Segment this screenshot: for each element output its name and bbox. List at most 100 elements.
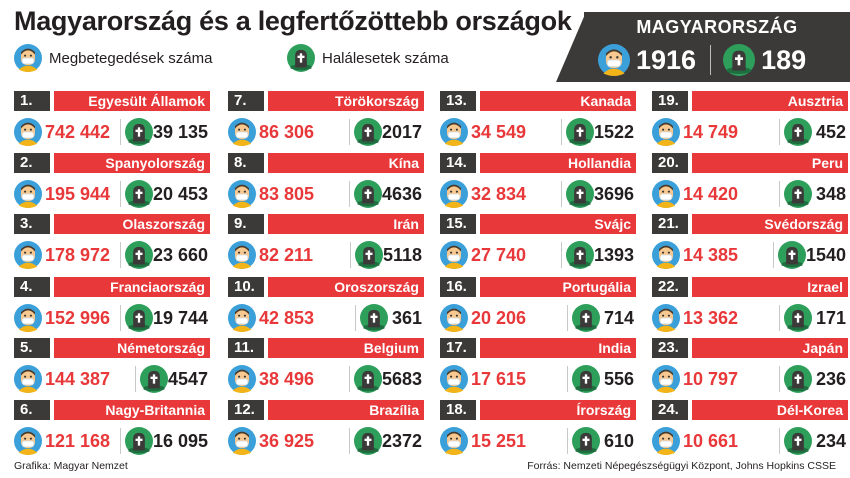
country-deaths: 1522 [593,121,634,142]
divider [120,305,121,331]
legend-cases: Megbetegedések száma [14,44,212,72]
country-deaths: 348 [815,183,846,204]
country-cases: 14 420 [683,183,739,204]
sick-person-icon [440,118,468,146]
sick-person-icon [228,180,256,208]
sick-person-icon [652,118,680,146]
country-cases: 86 306 [259,121,315,142]
divider [349,428,350,454]
country-name: Kína [268,153,424,173]
country-deaths: 39 135 [152,121,208,142]
country-cases: 27 740 [471,244,527,265]
country-card: 15. Svájc 27 740 1393 [440,214,636,274]
page-title: Magyarország és a legfertőzöttebb ország… [14,6,572,36]
country-name: India [480,338,636,358]
country-card: 23. Japán 10 797 236 [652,338,848,398]
sick-person-icon [440,304,468,332]
country-rank: 5. [14,338,50,358]
country-rank: 12. [228,400,264,420]
sick-person-icon [14,304,42,332]
divider [779,366,780,392]
footer-credit: Grafika: Magyar Nemzet [14,460,128,472]
country-cases: 178 972 [45,244,111,265]
sick-person-icon [652,241,680,269]
country-card: 14. Hollandia 32 834 3696 [440,153,636,213]
country-card: 1. Egyesült Államok 742 442 39 135 [14,91,210,151]
hungary-deaths: 189 [761,44,807,75]
grave-icon [124,180,153,208]
sick-person-icon [14,365,42,393]
grave-icon [784,365,812,393]
country-card: 6. Nagy-Britannia 121 168 16 095 [14,400,210,460]
country-rank: 17. [440,338,476,358]
country-rank: 7. [228,91,264,111]
divider [561,181,562,207]
divider [779,428,780,454]
country-cases: 144 387 [45,368,111,389]
grave-icon [124,241,153,269]
country-deaths: 16 095 [152,430,208,451]
grave-icon [287,44,315,72]
divider [120,119,121,145]
country-name: Belgium [268,338,424,358]
country-rank: 2. [14,153,50,173]
grave-icon [353,427,382,455]
grave-icon [139,365,168,393]
grave-icon [124,427,153,455]
divider [567,428,568,454]
sick-person-icon [228,427,256,455]
country-deaths: 2017 [381,121,422,142]
grave-icon [784,427,812,455]
country-deaths: 236 [815,368,846,389]
sick-person-icon [652,180,680,208]
divider [120,242,121,268]
country-rank: 1. [14,91,50,111]
country-cases: 15 251 [471,430,527,451]
sick-person-icon [14,427,42,455]
country-name: Hollandia [480,153,636,173]
country-name: Törökország [268,91,424,111]
country-cases: 10 661 [683,430,739,451]
grave-icon [723,44,756,76]
country-name: Olaszország [54,214,210,234]
grave-icon [124,304,153,332]
country-card: 17. India 17 615 556 [440,338,636,398]
divider [779,181,780,207]
country-name: Nagy-Britannia [54,400,210,420]
sick-person-icon [14,118,42,146]
country-deaths: 19 744 [152,307,208,328]
country-cases: 38 496 [259,368,315,389]
country-rank: 18. [440,400,476,420]
country-name: Ausztria [692,91,848,111]
country-rank: 23. [652,338,688,358]
country-cases: 14 749 [683,121,739,142]
country-deaths: 1393 [593,244,634,265]
divider [773,242,774,268]
legend-cases-label: Megbetegedések száma [49,49,213,67]
country-deaths: 714 [603,307,634,328]
country-cases: 121 168 [45,430,111,451]
country-deaths: 452 [815,121,846,142]
grave-icon [353,180,382,208]
hungary-title: MAGYARORSZÁG [636,17,798,37]
divider [561,242,562,268]
country-name: Brazília [268,400,424,420]
country-deaths: 2372 [381,430,422,451]
country-name: Izrael [692,277,848,297]
grave-icon [354,241,383,269]
country-rank: 21. [652,214,688,234]
divider [349,119,350,145]
country-cases: 20 206 [471,307,527,328]
country-name: Spanyolország [54,153,210,173]
country-rank: 10. [228,277,264,297]
country-rank: 3. [14,214,50,234]
country-card: 4. Franciaország 152 996 19 744 [14,277,210,337]
country-card: 12. Brazília 36 925 2372 [228,400,424,460]
country-deaths: 3696 [593,183,634,204]
country-cases: 13 362 [683,307,739,328]
country-name: Kanada [480,91,636,111]
country-card: 22. Izrael 13 362 171 [652,277,848,337]
divider [567,366,568,392]
country-name: Peru [692,153,848,173]
country-rank: 14. [440,153,476,173]
